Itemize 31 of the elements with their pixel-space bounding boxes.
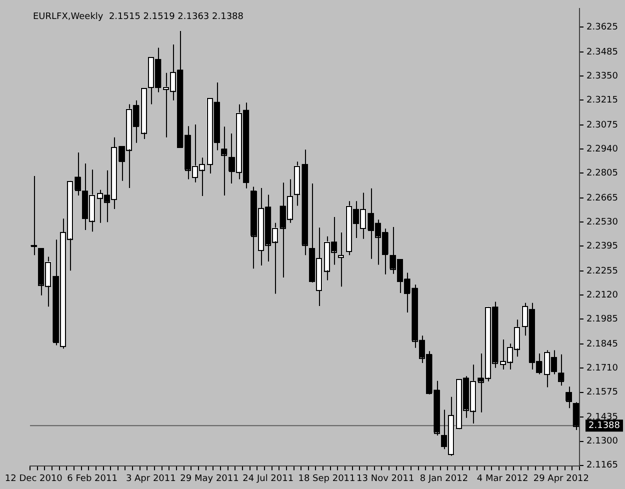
y-tick-label: 2.3075 (586, 120, 618, 130)
x-tick-label: 13 Nov 2011 (356, 474, 414, 484)
y-tick-label: 2.2395 (586, 242, 618, 252)
y-tick-label: 2.3215 (586, 95, 618, 106)
y-tick-label: 2.2940 (586, 144, 618, 154)
x-tick-label: 12 Dec 2010 (4, 474, 63, 484)
x-tick-label: 8 Jan 2012 (420, 474, 468, 484)
x-tick-label: 29 Apr 2012 (533, 474, 590, 484)
y-tick-label: 2.1845 (586, 340, 618, 350)
y-tick-label: 2.2665 (586, 193, 618, 204)
y-tick-label: 2.2530 (586, 218, 618, 228)
x-tick-label: 6 Feb 2011 (67, 474, 118, 484)
y-tick-label: 2.1985 (586, 314, 618, 325)
x-tick-label: 24 Jul 2011 (242, 474, 294, 484)
x-tick-label: 29 May 2011 (180, 474, 239, 484)
y-tick-label: 2.2805 (586, 168, 618, 179)
y-tick-label: 2.2120 (586, 290, 618, 301)
x-tick-label: 3 Apr 2011 (126, 474, 176, 484)
y-tick-label: 2.3625 (586, 22, 618, 32)
y-tick-label: 2.1710 (586, 364, 618, 374)
x-tick-label: 4 Mar 2012 (476, 474, 528, 484)
text: EURLFX,Weekly 2.1515 2.1519 2.1363 2.1388 (33, 12, 244, 22)
y-tick-label: 2.1300 (586, 436, 618, 447)
candlestick (338, 232, 344, 288)
y-tick-label: 2.3350 (586, 71, 618, 82)
y-tick-label: 2.2255 (586, 266, 618, 276)
y-tick-label: 2.1165 (586, 460, 618, 471)
y-tick-label: 2.1575 (586, 388, 618, 398)
ref-line-label: 2.1388 (588, 420, 620, 431)
y-tick-label: 2.3485 (586, 47, 618, 58)
x-tick-label: 18 Sep 2011 (298, 474, 356, 484)
